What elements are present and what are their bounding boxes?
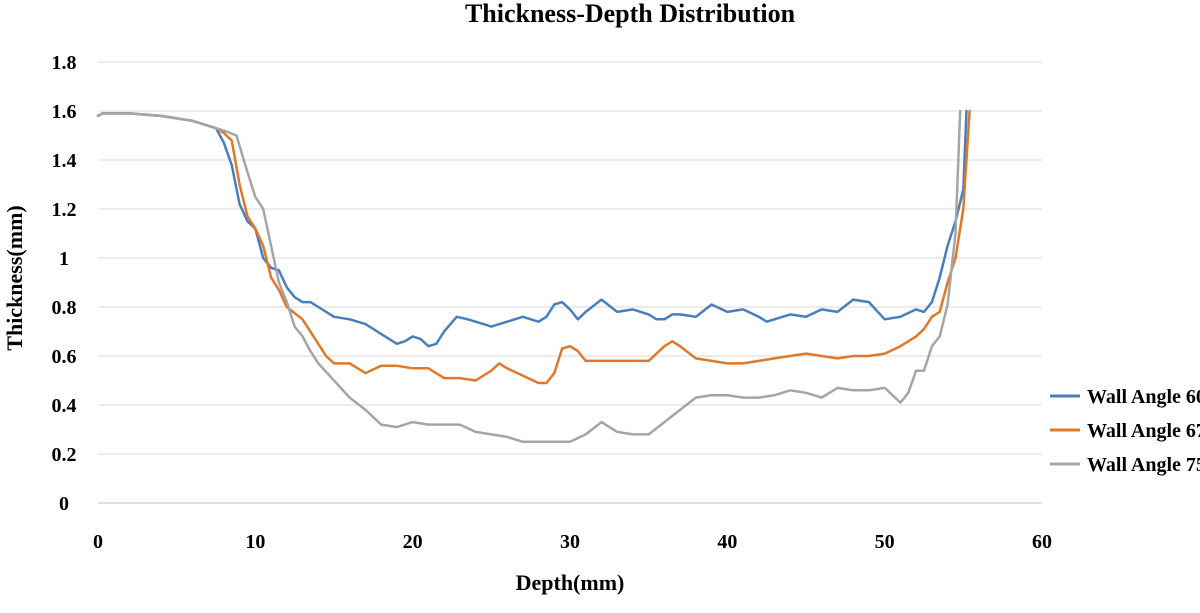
legend: Wall Angle 60 Wall Angle 67 Wall Angle 75 [1050,386,1200,476]
y-tick-label: 0.6 [52,346,77,368]
x-axis-label: Depth(mm) [516,570,625,595]
y-tick-label: 0.2 [52,444,77,466]
x-tick-label: 60 [1032,531,1052,553]
chart-title: Thickness-Depth Distribution [465,0,796,28]
y-tick-label: 0.8 [52,297,77,319]
y-axis-label: Thickness(mm) [2,205,27,350]
y-tick-label: 0.4 [52,395,77,417]
grid-lines [98,61,1042,504]
series-line-2 [96,109,971,385]
y-tick-label: 1.6 [52,101,77,123]
x-tick-labels: 0 10 20 30 40 50 60 [93,531,1052,553]
y-tick-label: 1.8 [52,52,77,74]
series-line-3 [96,109,962,444]
y-tick-label: 1.4 [52,150,77,172]
x-tick-label: 30 [560,531,580,553]
y-tick-label: 0 [59,493,69,515]
x-tick-label: 20 [403,531,423,553]
x-tick-label: 10 [245,531,265,553]
x-tick-label: 40 [717,531,737,553]
legend-label-3: Wall Angle 75 [1087,454,1200,476]
legend-label-2: Wall Angle 67 [1087,420,1200,442]
y-tick-label: 1 [59,248,69,270]
y-tick-labels: 0 0.2 0.4 0.6 0.8 1 1.2 1.4 1.6 1.8 [52,52,77,515]
x-tick-label: 0 [93,531,103,553]
series-line-1 [96,109,968,348]
y-tick-label: 1.2 [52,199,77,221]
series-lines [96,109,971,444]
x-tick-label: 50 [875,531,895,553]
legend-label-1: Wall Angle 60 [1087,386,1200,408]
